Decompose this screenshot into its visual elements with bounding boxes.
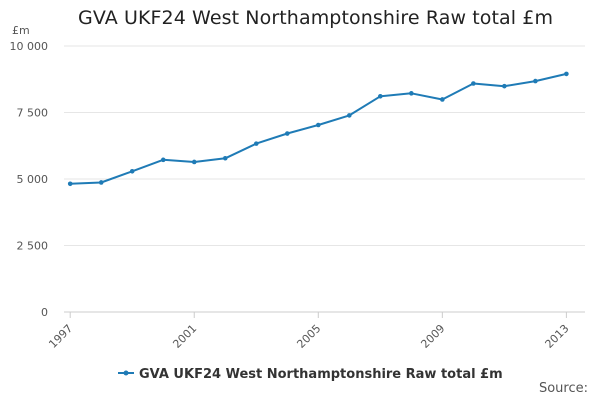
data-point[interactable] xyxy=(253,141,259,146)
x-tick-label: 2001 xyxy=(170,322,199,351)
data-point[interactable] xyxy=(409,91,414,96)
data-point[interactable] xyxy=(284,131,290,136)
data-point[interactable] xyxy=(471,81,476,86)
data-point[interactable] xyxy=(160,157,166,163)
y-tick-label: 7 500 xyxy=(17,107,49,120)
data-point[interactable] xyxy=(67,181,73,187)
legend-dot-marker xyxy=(123,370,129,376)
x-tick-label: 2013 xyxy=(543,322,572,351)
y-tick-label: 10 000 xyxy=(10,40,49,53)
data-point[interactable] xyxy=(191,159,197,165)
data-point[interactable] xyxy=(502,83,507,89)
data-point[interactable] xyxy=(129,168,135,174)
y-axis-unit-label: £m xyxy=(12,24,30,37)
y-axis-ticks: 0 2 500 5 000 7 500 10 000 xyxy=(10,40,49,319)
y-tick-label: 5 000 xyxy=(17,173,49,186)
chart-title: GVA UKF24 West Northamptonshire Raw tota… xyxy=(78,7,554,29)
legend-label: GVA UKF24 West Northamptonshire Raw tota… xyxy=(139,367,503,382)
data-point[interactable] xyxy=(440,97,445,102)
y-tick-label: 0 xyxy=(41,306,48,319)
source-label: Source: xyxy=(538,381,588,396)
legend[interactable]: GVA UKF24 West Northamptonshire Raw tota… xyxy=(118,367,503,382)
x-tick-label: 2009 xyxy=(418,322,447,351)
series-line xyxy=(70,72,567,185)
x-tick-label: 1997 xyxy=(46,322,75,351)
data-point[interactable] xyxy=(564,71,569,77)
data-point[interactable] xyxy=(222,155,228,161)
data-point[interactable] xyxy=(533,78,538,84)
data-point[interactable] xyxy=(378,93,383,99)
grid-lines xyxy=(64,45,585,313)
x-axis-ticks: 1997 2001 2005 2009 2013 xyxy=(46,312,572,351)
data-point[interactable] xyxy=(315,122,321,128)
x-tick-label: 2005 xyxy=(294,322,323,351)
data-point[interactable] xyxy=(98,180,104,185)
y-tick-label: 2 500 xyxy=(17,240,49,253)
series-group xyxy=(67,71,569,187)
data-point[interactable] xyxy=(347,113,352,118)
